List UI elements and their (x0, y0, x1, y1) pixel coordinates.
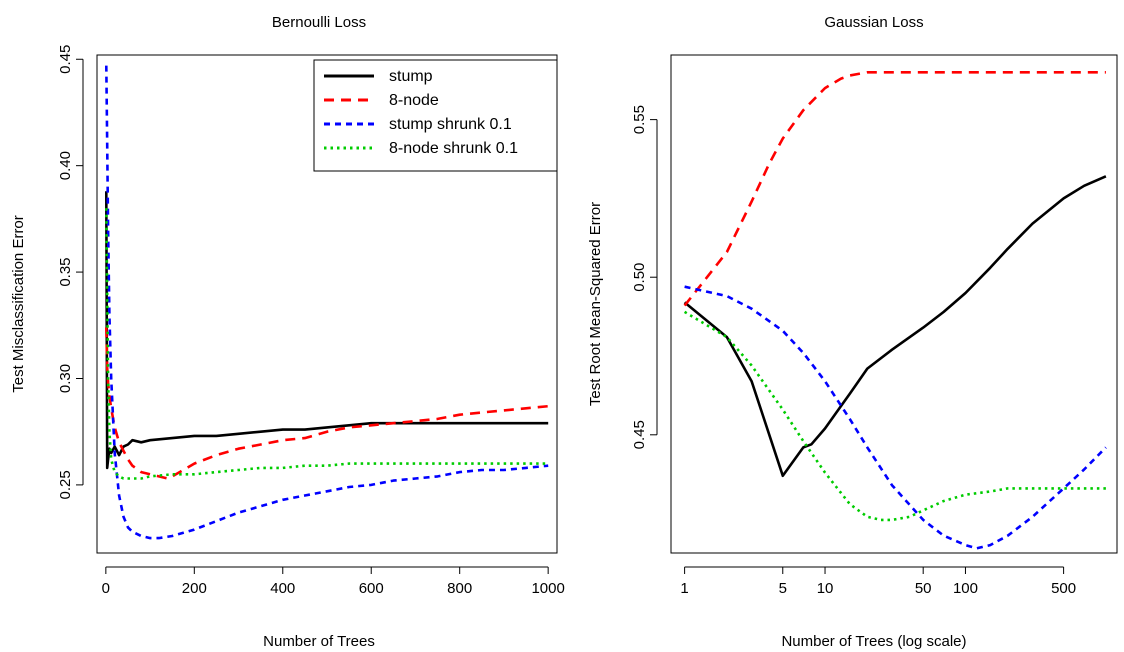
legend-label-stump: stump (389, 68, 433, 85)
x-tick-label: 50 (915, 580, 932, 597)
y-tick-label: 0.30 (57, 364, 74, 393)
y-tick-label: 0.25 (57, 470, 74, 499)
x-axis: 1 5 10 50 100 500 (680, 566, 1076, 597)
x-tick-label: 0 (102, 580, 110, 597)
series-line-stump (683, 175, 1107, 478)
series-line-8-node-shrunk-0-1 (683, 310, 1106, 522)
series-line-8-node-shrunk-0-1 (105, 208, 549, 480)
y-tick-label: 0.45 (57, 45, 74, 74)
x-tick-label: 1 (680, 580, 688, 597)
legend-label-8-node: 8-node (389, 92, 439, 109)
y-tick-label: 0.55 (631, 105, 648, 134)
series-lines (105, 65, 549, 540)
y-tick-label: 0.45 (631, 420, 648, 449)
gaussian-loss-panel: Gaussian Loss Number of Trees (log scale… (587, 14, 1118, 650)
series-line-8-node (683, 71, 1106, 307)
x-axis-label: Number of Trees (263, 633, 375, 650)
plot-frame (670, 54, 1118, 554)
y-axis-label: Test Root Mean-Squared Error (587, 202, 604, 406)
x-axis: 0 200 400 600 800 1000 (102, 566, 565, 597)
y-axis-label: Test Misclassification Error (10, 215, 27, 393)
x-tick-label: 500 (1051, 580, 1076, 597)
y-tick-label: 0.50 (631, 263, 648, 292)
chart-title: Bernoulli Loss (272, 14, 366, 31)
plot-frame (96, 54, 558, 554)
x-tick-label: 5 (779, 580, 787, 597)
series-line-stump (105, 191, 549, 470)
x-tick-label: 200 (182, 580, 207, 597)
y-tick-label: 0.35 (57, 257, 74, 286)
y-axis: 0.45 0.50 0.55 (631, 105, 658, 449)
x-tick-label: 600 (359, 580, 384, 597)
series-line-stump-shrunk-0-1 (684, 285, 1107, 550)
y-tick-label: 0.40 (57, 151, 74, 180)
chart-title: Gaussian Loss (824, 14, 923, 31)
x-axis-label: Number of Trees (log scale) (781, 633, 966, 650)
legend-label-stump-shrunk: stump shrunk 0.1 (389, 116, 512, 133)
y-axis: 0.25 0.30 0.35 0.40 0.45 (57, 45, 84, 499)
x-tick-label: 800 (447, 580, 472, 597)
series-line-8-node (105, 327, 549, 480)
legend-box (313, 59, 558, 172)
x-tick-label: 400 (270, 580, 295, 597)
series-line-stump-shrunk-0-1 (105, 65, 549, 540)
x-tick-label: 10 (817, 580, 834, 597)
series-lines (683, 71, 1107, 550)
legend: stump 8-node stump shrunk 0.1 8-node shr… (313, 59, 558, 172)
x-tick-label: 1000 (531, 580, 564, 597)
legend-label-8-node-shrunk: 8-node shrunk 0.1 (389, 140, 518, 157)
bernoulli-loss-panel: Bernoulli Loss Number of Trees Test Misc… (10, 14, 565, 650)
x-tick-label: 100 (953, 580, 978, 597)
